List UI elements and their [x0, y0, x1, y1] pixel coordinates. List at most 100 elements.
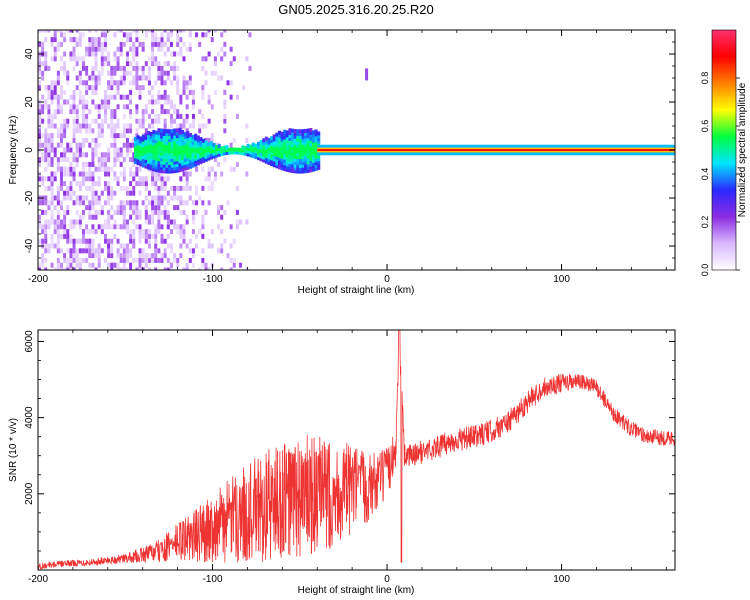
heatmap-cell	[129, 262, 133, 268]
heatmap-cell	[232, 257, 236, 263]
heatmap-cell	[139, 162, 143, 167]
heatmap-cell	[207, 142, 211, 147]
heatmap-cell	[81, 248, 85, 254]
heatmap-cell	[144, 205, 148, 211]
heatmap-cell	[296, 169, 300, 174]
heatmap-cell	[122, 80, 126, 86]
heatmap-cell	[272, 151, 276, 156]
heatmap-cell	[88, 229, 92, 235]
heatmap-cell	[91, 157, 95, 163]
heatmap-cell	[188, 150, 192, 155]
heatmap-cell	[157, 151, 161, 156]
heatmap-cell	[100, 123, 104, 129]
heatmap-cell	[154, 136, 158, 141]
heatmap-cell	[185, 262, 189, 268]
heatmap-cell	[78, 123, 82, 129]
heatmap-cell	[151, 253, 155, 259]
bottom-y-axis-label: SNR (10 * v/v)	[8, 418, 19, 482]
heatmap-cell	[185, 200, 189, 206]
heatmap-cell	[217, 248, 221, 254]
heatmap-cell	[63, 219, 67, 225]
heatmap-cell	[44, 65, 48, 71]
heatmap-cell	[91, 118, 95, 124]
colorbar-tick-label: 0.0	[700, 264, 710, 277]
heatmap-cell	[151, 109, 155, 115]
heatmap-cell	[107, 219, 111, 225]
heatmap-cell	[53, 56, 57, 62]
heatmap-cell	[226, 253, 230, 259]
heatmap-cell	[81, 142, 85, 148]
heatmap-cell	[166, 109, 170, 115]
heatmap-cell	[151, 219, 155, 225]
heatmap-cell	[78, 195, 82, 201]
heatmap-cell	[122, 75, 126, 81]
heatmap-cell	[154, 267, 158, 270]
heatmap-cell	[178, 130, 182, 135]
heatmap-cell	[138, 118, 142, 124]
heatmap-cell	[169, 195, 173, 201]
heatmap-cell	[100, 41, 104, 47]
heatmap-cell	[125, 61, 129, 67]
heatmap-cell	[135, 181, 139, 187]
heatmap-cell	[275, 155, 279, 160]
heatmap-cell	[196, 161, 200, 166]
heatmap-cell	[210, 185, 214, 191]
heatmap-cell	[122, 214, 126, 220]
heatmap-cell	[176, 41, 180, 47]
heatmap-cell	[188, 185, 192, 191]
heatmap-cell	[72, 200, 76, 206]
heatmap-cell	[173, 128, 177, 133]
heatmap-cell	[100, 133, 104, 139]
heatmap-cell	[213, 56, 217, 62]
heatmap-cell	[160, 257, 164, 263]
heatmap-cell	[186, 162, 190, 167]
heatmap-cell	[69, 56, 73, 62]
heatmap-cell	[56, 267, 60, 270]
heatmap-cell	[129, 233, 133, 239]
heatmap-cell	[97, 37, 101, 43]
heatmap-cell	[199, 148, 203, 153]
heatmap-cell	[162, 166, 166, 171]
heatmap-cell	[257, 156, 261, 161]
heatmap-cell	[110, 94, 114, 100]
heatmap-cell	[69, 267, 73, 270]
heatmap-cell	[44, 30, 48, 33]
heatmap-cell	[178, 145, 182, 150]
heatmap-cell	[139, 139, 143, 144]
heatmap-cell	[160, 151, 164, 156]
heatmap-cell	[125, 229, 129, 235]
heatmap-cell	[160, 209, 164, 215]
heatmap-cell	[53, 109, 57, 115]
heatmap-cell	[56, 75, 60, 81]
heatmap-cell	[56, 30, 60, 33]
heatmap-cell	[306, 140, 310, 145]
heatmap-cell	[69, 104, 73, 110]
heatmap-cell	[69, 94, 73, 100]
heatmap-cell	[63, 214, 67, 220]
heatmap-cell	[309, 130, 313, 135]
heatmap-cell	[264, 136, 268, 141]
heatmap-cell	[136, 155, 140, 160]
heatmap-cell	[144, 138, 148, 143]
heatmap-cell	[59, 171, 63, 177]
heatmap-cell	[147, 145, 151, 150]
heatmap-cell	[152, 164, 156, 169]
heatmap-cell	[100, 51, 104, 57]
heatmap-cell	[199, 142, 203, 147]
heatmap-cell	[63, 133, 67, 139]
heatmap-cell	[291, 128, 295, 133]
heatmap-cell	[285, 156, 289, 161]
heatmap-cell	[122, 133, 126, 139]
heatmap-cell	[138, 89, 142, 95]
heatmap-cell	[157, 190, 161, 196]
heatmap-cell	[291, 169, 295, 174]
heatmap-cell	[136, 158, 140, 163]
heatmap-cell	[129, 94, 133, 100]
heatmap-cell	[149, 146, 153, 151]
heatmap-cell	[267, 143, 271, 148]
heatmap-cell	[277, 142, 281, 147]
heatmap-cell	[138, 65, 142, 71]
heatmap-cell	[69, 257, 73, 263]
heatmap-cell	[181, 138, 185, 143]
